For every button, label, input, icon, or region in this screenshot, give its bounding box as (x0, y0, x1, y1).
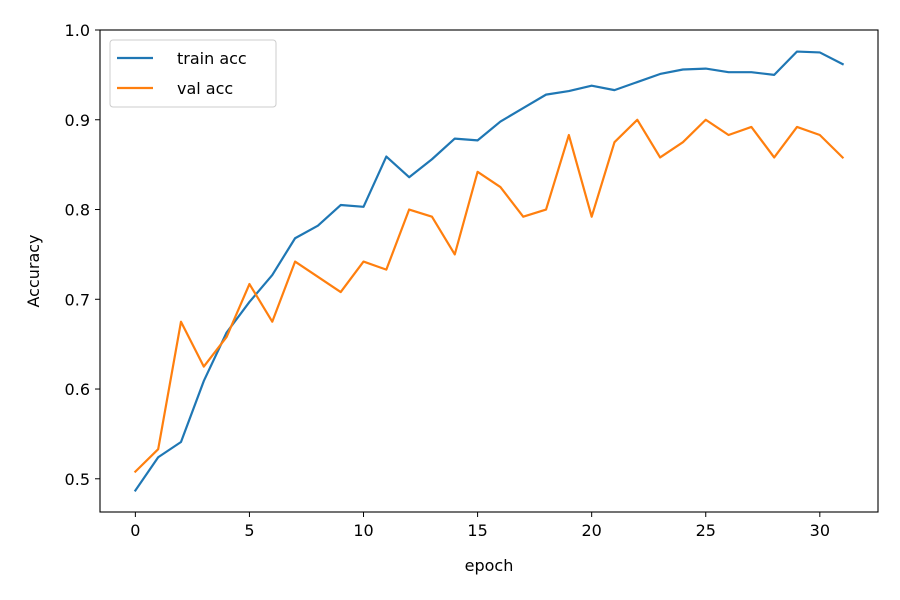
x-tick-label: 0 (130, 521, 140, 540)
legend: train acc val acc (109, 39, 277, 108)
y-tick-label: 0.5 (65, 470, 90, 489)
plot-area (99, 29, 879, 513)
series-lines (133, 50, 845, 492)
y-tick-label: 0.8 (65, 201, 90, 220)
y-tick-label: 0.9 (65, 111, 90, 130)
series-line-val-acc (133, 118, 845, 474)
x-tick-label: 20 (581, 521, 601, 540)
y-tick-label: 0.7 (65, 290, 90, 309)
legend-label: train acc (177, 49, 247, 68)
series-line-train-acc (133, 50, 845, 492)
x-tick-label: 30 (810, 521, 830, 540)
x-tick-label: 25 (696, 521, 716, 540)
y-tick-label: 1.0 (65, 21, 90, 40)
y-axis-label: Accuracy (24, 234, 43, 307)
x-tick-label: 10 (353, 521, 373, 540)
y-axis-ticks: 0.5 0.6 0.7 0.8 0.9 1.0 (65, 21, 100, 489)
x-axis-ticks: 0 5 10 15 20 25 30 (130, 512, 830, 540)
y-tick-label: 0.6 (65, 380, 90, 399)
legend-box (109, 39, 277, 108)
legend-label: val acc (177, 79, 233, 98)
x-tick-label: 5 (244, 521, 254, 540)
x-axis-label: epoch (465, 556, 514, 575)
x-tick-label: 15 (467, 521, 487, 540)
axes-frame (99, 29, 879, 513)
